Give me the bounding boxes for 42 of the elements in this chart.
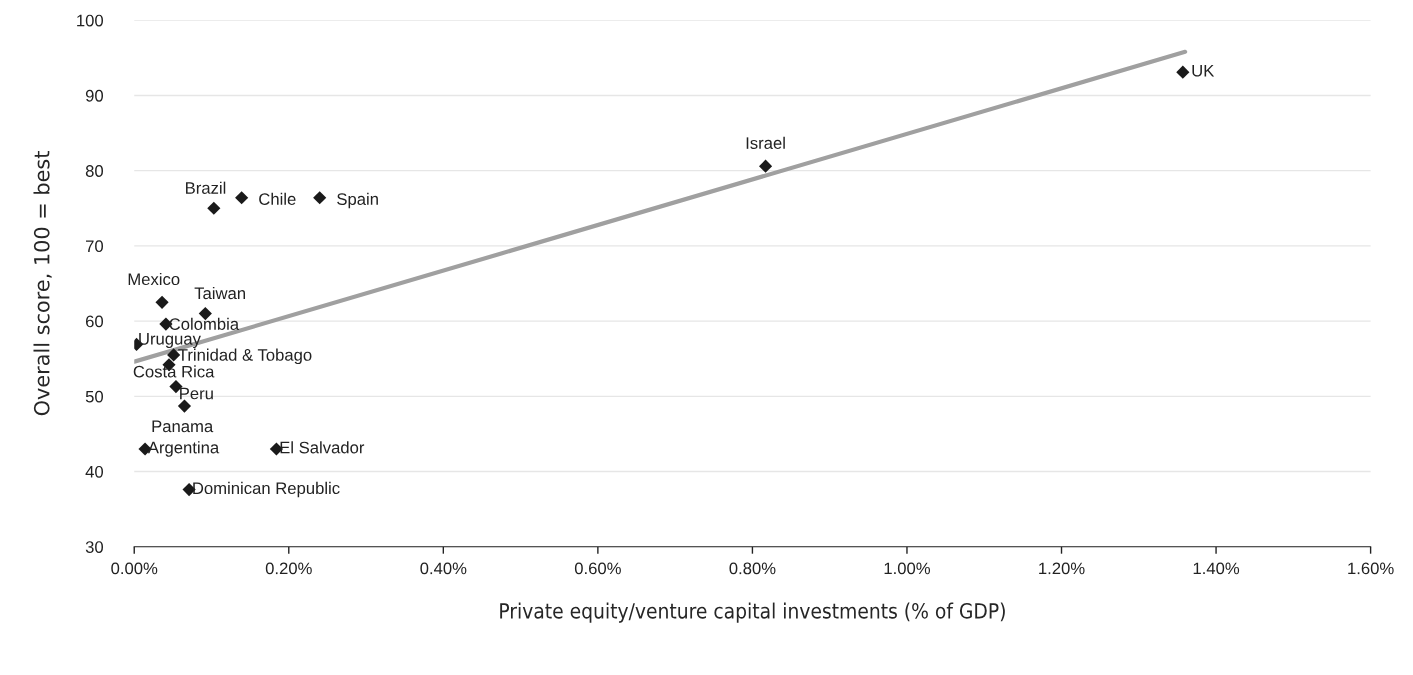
annotation: Spain — [337, 192, 378, 209]
x-tick-label: 0.00% — [111, 562, 158, 575]
x-tick-label: 1.20% — [1039, 562, 1085, 575]
y-tick-label: 30 — [85, 541, 104, 553]
annotation: Peru — [180, 387, 213, 400]
x-axis-title: Private equity/venture capital investments (% of GDP) — [500, 602, 1005, 623]
point — [177, 399, 192, 413]
point — [313, 191, 327, 205]
annotation: Taiwan — [194, 286, 246, 300]
annotation: Panama — [152, 420, 214, 433]
y-tick-label: 40 — [85, 465, 104, 478]
y-tick-label: 100 — [77, 14, 104, 27]
point — [758, 159, 773, 173]
annotation: Costa Rica — [133, 365, 215, 378]
x-tick-label: 0.40% — [420, 562, 467, 575]
annotation: Israel — [746, 136, 785, 149]
annotation: Dominican Republic — [193, 481, 340, 498]
x-tick-label: 1.00% — [884, 562, 931, 575]
point — [155, 295, 169, 309]
x-tick-label: 1.60% — [1348, 562, 1394, 575]
annotation: Argentina — [147, 441, 220, 457]
annotation: Trinidad & Tobago — [178, 348, 312, 365]
x-tick-label: 0.80% — [729, 562, 776, 575]
annotation: Colombia — [169, 317, 240, 330]
x-tick-label: 0.60% — [574, 562, 621, 575]
y-tick-label: 50 — [85, 390, 104, 403]
point — [235, 191, 249, 205]
annotation: Uruguay — [139, 333, 201, 349]
y-tick-label: 70 — [86, 240, 104, 253]
annotation: Chile — [259, 192, 296, 206]
annotation: El Salvador — [280, 441, 365, 454]
x-tick-label: 1.40% — [1193, 562, 1240, 575]
y-tick-label: 90 — [85, 89, 104, 102]
y-tick-label: 80 — [85, 165, 104, 177]
annotation: Mexico — [128, 272, 180, 286]
point — [207, 201, 221, 215]
y-tick-label: 60 — [85, 315, 104, 328]
y-axis-title: Overall score, 100 = best — [33, 151, 52, 416]
annotation: Brazil — [186, 181, 226, 194]
point — [1176, 65, 1190, 79]
x-tick-label: 0.20% — [265, 562, 312, 575]
annotation: UK — [1192, 64, 1215, 77]
